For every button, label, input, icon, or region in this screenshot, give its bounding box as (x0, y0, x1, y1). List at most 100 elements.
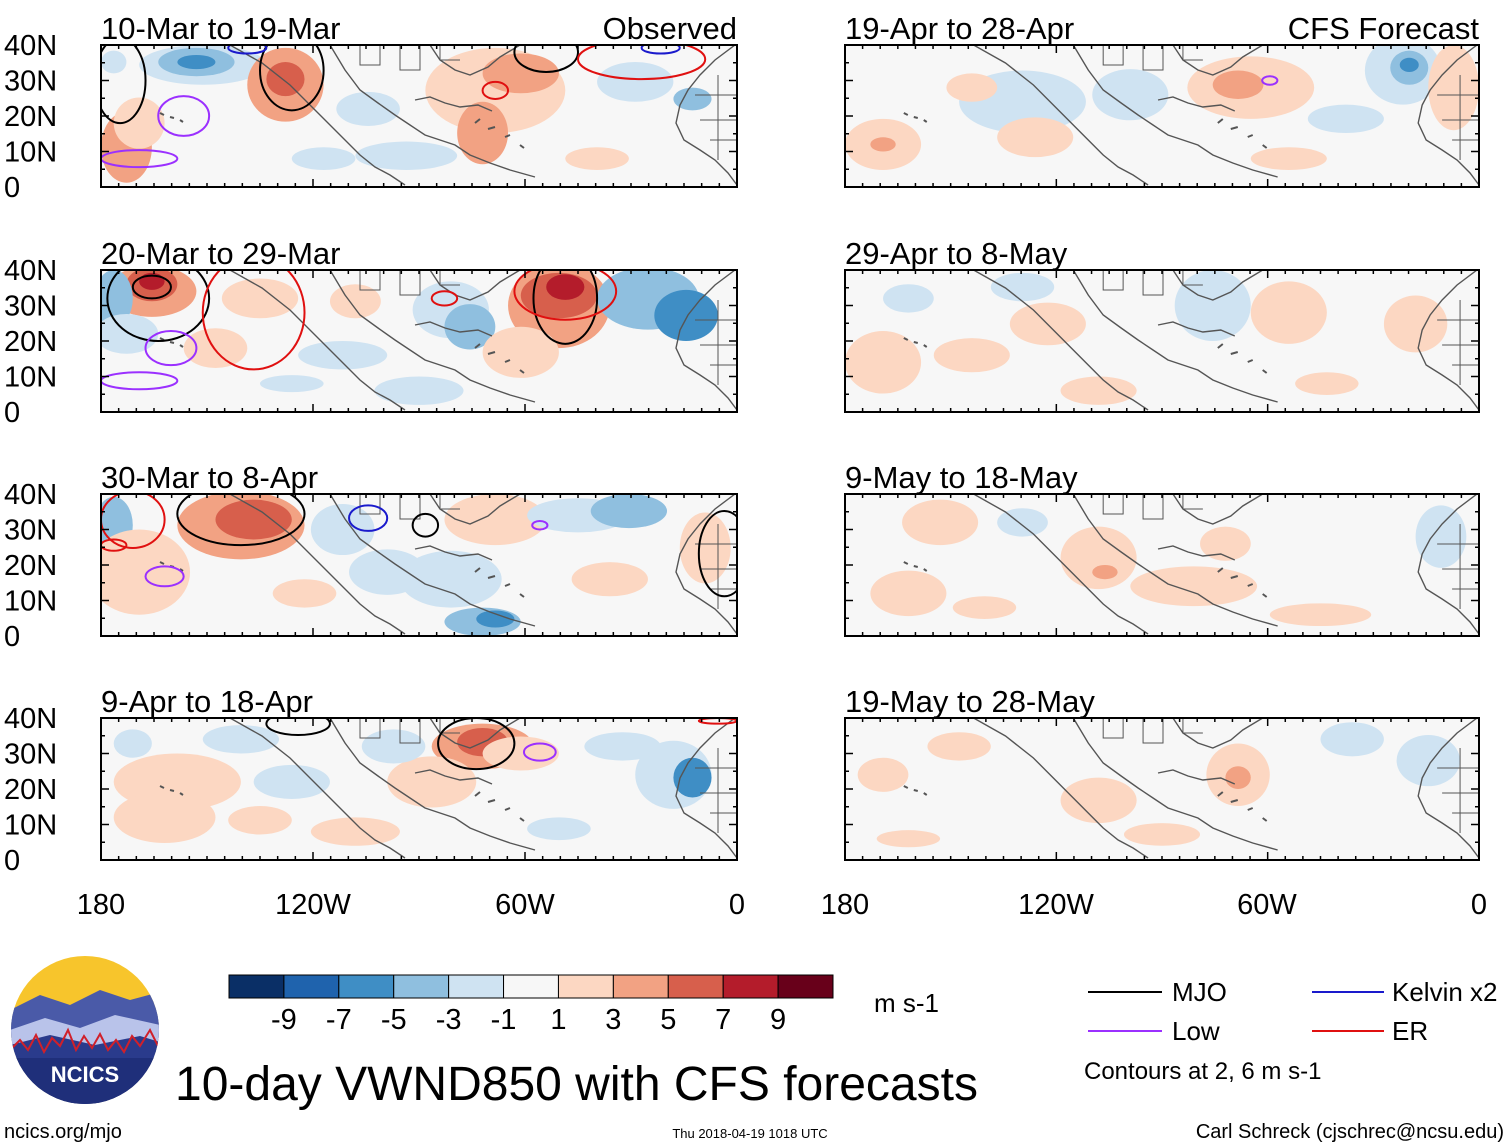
ncics-logo: NCICS (11, 956, 159, 1104)
contour-line (697, 510, 737, 598)
anomaly-cell (1320, 722, 1384, 757)
y-tick-label: 10N (4, 362, 57, 394)
anomaly-cell (374, 376, 464, 405)
colorbar-unit: m s-1 (874, 988, 939, 1018)
contour-line (513, 270, 618, 321)
contour-line (101, 494, 166, 549)
anomaly-cell (997, 117, 1074, 158)
y-tick-label: 30N (4, 291, 57, 323)
anomaly-cell (1092, 69, 1169, 121)
colorbar-swatch (393, 974, 450, 999)
anomaly-cell (870, 570, 947, 617)
y-tick-label: 20N (4, 550, 57, 582)
panel-title: 30-Mar to 8-Apr (101, 460, 318, 495)
anomaly-cell (876, 830, 941, 848)
map-panel: 19-May to 28-May (844, 684, 1480, 861)
anomaly-cell (361, 729, 426, 764)
anomaly-cell (1060, 526, 1137, 590)
anomaly-cell (1415, 505, 1467, 568)
x-tick-label: 180 (821, 889, 869, 921)
anomaly-cell (1307, 104, 1384, 134)
y-tick-label: 10N (4, 137, 57, 169)
y-tick-label: 20N (4, 101, 57, 133)
colorbar-swatch (722, 974, 779, 999)
colorbar-tick-label: -7 (326, 1004, 352, 1036)
colorbar-tick-label: 9 (770, 1004, 786, 1036)
contour-line (101, 538, 128, 552)
anomaly-cell (673, 757, 712, 798)
legend-label-kelvin: Kelvin x2 (1392, 977, 1498, 1007)
anomaly-cell (1212, 70, 1264, 99)
anomaly-cell (101, 50, 127, 74)
anomaly-cell (349, 549, 426, 595)
colorbar-swatch (777, 974, 834, 999)
anomaly-field (101, 270, 737, 411)
panel-title: 10-Mar to 19-Mar (101, 11, 340, 46)
anomaly-cell (310, 503, 375, 556)
anomaly-cell (1130, 566, 1258, 607)
legend-label-mjo: MJO (1172, 977, 1227, 1007)
anomaly-cell (1200, 526, 1251, 561)
anomaly-cell (266, 62, 305, 97)
colorbar-tick-label: 3 (605, 1004, 621, 1036)
y-tick-label: 40N (4, 479, 57, 511)
anomaly-cell (1123, 823, 1201, 846)
anomaly-cell (1383, 295, 1448, 353)
anomaly-cell (857, 757, 909, 792)
logo-text: NCICS (51, 1062, 119, 1087)
anomaly-cell (336, 91, 400, 126)
column-label: CFS Forecast (1288, 11, 1480, 46)
anomaly-cell (387, 756, 477, 808)
contour-line (265, 718, 331, 737)
x-tick-label: 0 (729, 889, 745, 921)
anomaly-cell (590, 494, 668, 529)
anomaly-cell (673, 87, 712, 111)
anomaly-cell (1174, 270, 1251, 341)
anomaly-cell (101, 270, 133, 327)
colorbar-swatch (557, 974, 614, 999)
anomaly-cell (933, 338, 1010, 373)
legend-label-er: ER (1392, 1016, 1428, 1046)
anomaly-cell (946, 73, 998, 102)
colorbar-swatch (283, 974, 340, 999)
anomaly-cell (1250, 281, 1327, 344)
contour-line (157, 95, 211, 137)
x-tick-label: 120W (275, 889, 351, 921)
anomaly-cell (597, 62, 674, 102)
contour-line (577, 45, 707, 81)
contour-line (430, 290, 459, 307)
contour-line (227, 45, 268, 55)
anomaly-cell (1399, 57, 1419, 72)
anomaly-cell (260, 375, 324, 393)
anomaly-cell (1060, 376, 1137, 405)
anomaly-cell (1250, 147, 1327, 170)
colorbar-swatch (667, 974, 724, 999)
anomaly-cell (291, 147, 356, 170)
anomaly-cell (997, 508, 1048, 537)
anomaly-cell (329, 284, 381, 319)
y-tick-label: 10N (4, 586, 57, 618)
contour-line (101, 45, 147, 125)
y-tick-label: 40N (4, 255, 57, 287)
anomaly-cell (902, 499, 979, 546)
anomaly-cell (1396, 735, 1460, 787)
anomaly-cell (927, 732, 991, 761)
legend-label-low: Low (1172, 1016, 1220, 1046)
y-tick-label: 20N (4, 774, 57, 806)
x-tick-label: 60W (1237, 889, 1297, 921)
anomaly-cell (482, 53, 559, 94)
contour-line (1261, 75, 1279, 86)
anomaly-field (101, 494, 737, 636)
contour-line (144, 565, 185, 588)
anomaly-cell (1092, 565, 1118, 580)
anomaly-cell (399, 550, 502, 608)
x-axis-labels: 180 120W 60W 0 180 120W 60W 0 (77, 889, 1487, 921)
contour-line (532, 270, 599, 345)
colorbar-swatch (503, 974, 559, 999)
anomaly-cell (183, 328, 248, 368)
